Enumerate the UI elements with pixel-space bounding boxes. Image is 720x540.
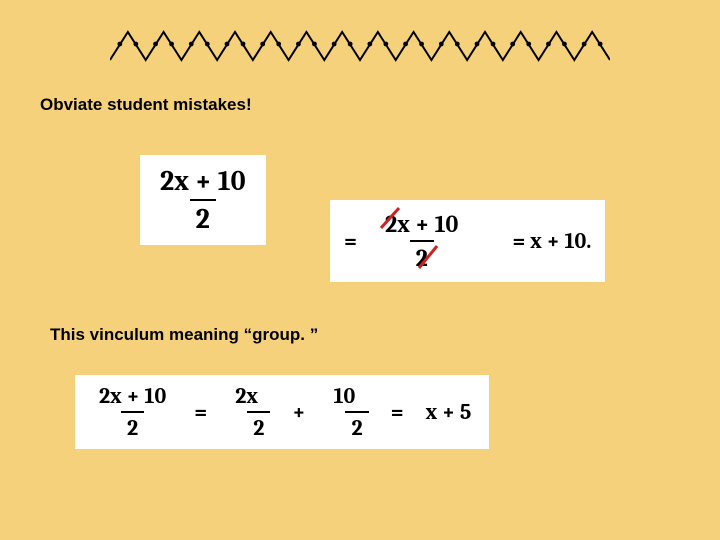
r2-frac3-num: 10 <box>327 383 361 411</box>
frac2-den: 2 <box>410 240 434 272</box>
equation-row-1: 2x + 10 2 <box>140 155 266 245</box>
r2-fraction-3: 10 2 <box>327 383 368 441</box>
equation-row-1b: = 2x + 10 2 = x + 10. <box>330 200 605 282</box>
r2-fraction-1: 2x + 10 2 <box>93 383 172 441</box>
r2-eq2: = <box>391 399 404 425</box>
frac2-num: 2x + 10 <box>379 210 464 240</box>
r2-fraction-2: 2x 2 <box>229 383 270 441</box>
fraction-1: 2x + 10 2 <box>154 165 252 235</box>
r2-frac1-num: 2x + 10 <box>93 383 172 411</box>
equation-row-2: 2x + 10 2 = 2x 2 + 10 2 = x + 5 <box>75 375 489 449</box>
r2-frac1-den: 2 <box>121 411 144 441</box>
r2-frac2-den: 2 <box>247 411 270 441</box>
heading-mistakes: Obviate student mistakes! <box>40 95 252 115</box>
r2-frac3-den: 2 <box>345 411 368 441</box>
frac1-den: 2 <box>190 199 216 235</box>
fraction-2: 2x + 10 2 <box>379 210 464 272</box>
r2-result: x + 5 <box>426 399 472 425</box>
r2-eq1: = <box>194 399 207 425</box>
zigzag-border <box>110 30 610 70</box>
eq-sign-1: = <box>344 228 357 254</box>
result-wrong: = x + 10. <box>512 228 591 254</box>
r2-plus: + <box>292 399 305 425</box>
frac1-num: 2x + 10 <box>154 165 252 199</box>
r2-frac2-num: 2x <box>229 383 264 411</box>
heading-vinculum: This vinculum meaning “group. ” <box>50 325 318 345</box>
